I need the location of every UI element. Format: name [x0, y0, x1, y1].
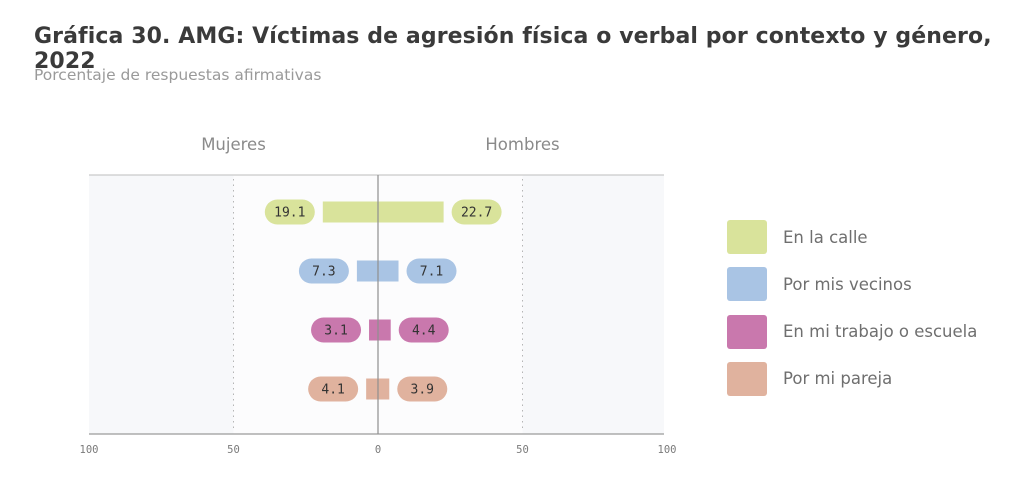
value-pill-hombres: [398, 317, 449, 343]
x-tick-label: 50: [516, 444, 529, 456]
bar-mujeres: [366, 378, 378, 400]
bar-hombres: [378, 201, 444, 223]
legend-swatch: [727, 361, 767, 396]
chart-subtitle: Porcentaje de respuestas afirmativas: [34, 66, 322, 84]
data-label-hombres: 22.7: [461, 206, 492, 221]
chart-title: Gráfica 30. AMG: Víctimas de agresión fí…: [34, 24, 992, 74]
value-pill-mujeres: [264, 199, 315, 225]
value-pill-mujeres: [298, 258, 349, 284]
bar-hombres: [378, 260, 399, 282]
x-tick-label: 0: [375, 444, 381, 456]
value-pill-hombres: [406, 258, 457, 284]
value-pill-hombres: [397, 376, 448, 402]
data-label-hombres: 4.4: [412, 324, 436, 339]
data-label-mujeres: 7.3: [312, 265, 335, 280]
legend-label: En la calle: [783, 227, 868, 247]
legend-swatch: [727, 267, 767, 302]
data-label-mujeres: 4.1: [321, 383, 344, 398]
group-header: Mujeres: [201, 135, 266, 154]
data-label-mujeres: 19.1: [274, 206, 305, 221]
data-label-hombres: 3.9: [411, 383, 434, 398]
legend: En la calle Por mis vecinos En mi trabaj…: [727, 220, 977, 409]
legend-label: Por mi pareja: [783, 369, 893, 389]
bar-mujeres: [369, 319, 378, 341]
bar-hombres: [378, 319, 391, 341]
x-tick-label: 50: [227, 444, 240, 456]
legend-swatch: [727, 314, 767, 349]
legend-label: Por mis vecinos: [783, 274, 912, 294]
value-pill-mujeres: [311, 317, 362, 343]
legend-swatch: [727, 220, 767, 254]
legend-item: En mi trabajo o escuela: [727, 314, 978, 349]
value-pill-hombres: [451, 199, 502, 225]
legend-item: Por mis vecinos: [727, 267, 977, 302]
value-pill-mujeres: [308, 376, 359, 402]
bar-mujeres: [322, 201, 378, 223]
x-tick-label: 100: [80, 444, 99, 456]
bar-hombres: [378, 378, 390, 400]
x-tick-label: 100: [658, 444, 677, 456]
legend-item: Por mi pareja: [727, 361, 977, 396]
bar-mujeres: [356, 260, 378, 282]
legend-label: En mi trabajo o escuela: [783, 322, 978, 342]
data-label-hombres: 7.1: [420, 265, 443, 280]
data-label-mujeres: 3.1: [324, 324, 347, 339]
group-header: Hombres: [485, 135, 559, 154]
legend-item: En la calle: [727, 220, 977, 254]
